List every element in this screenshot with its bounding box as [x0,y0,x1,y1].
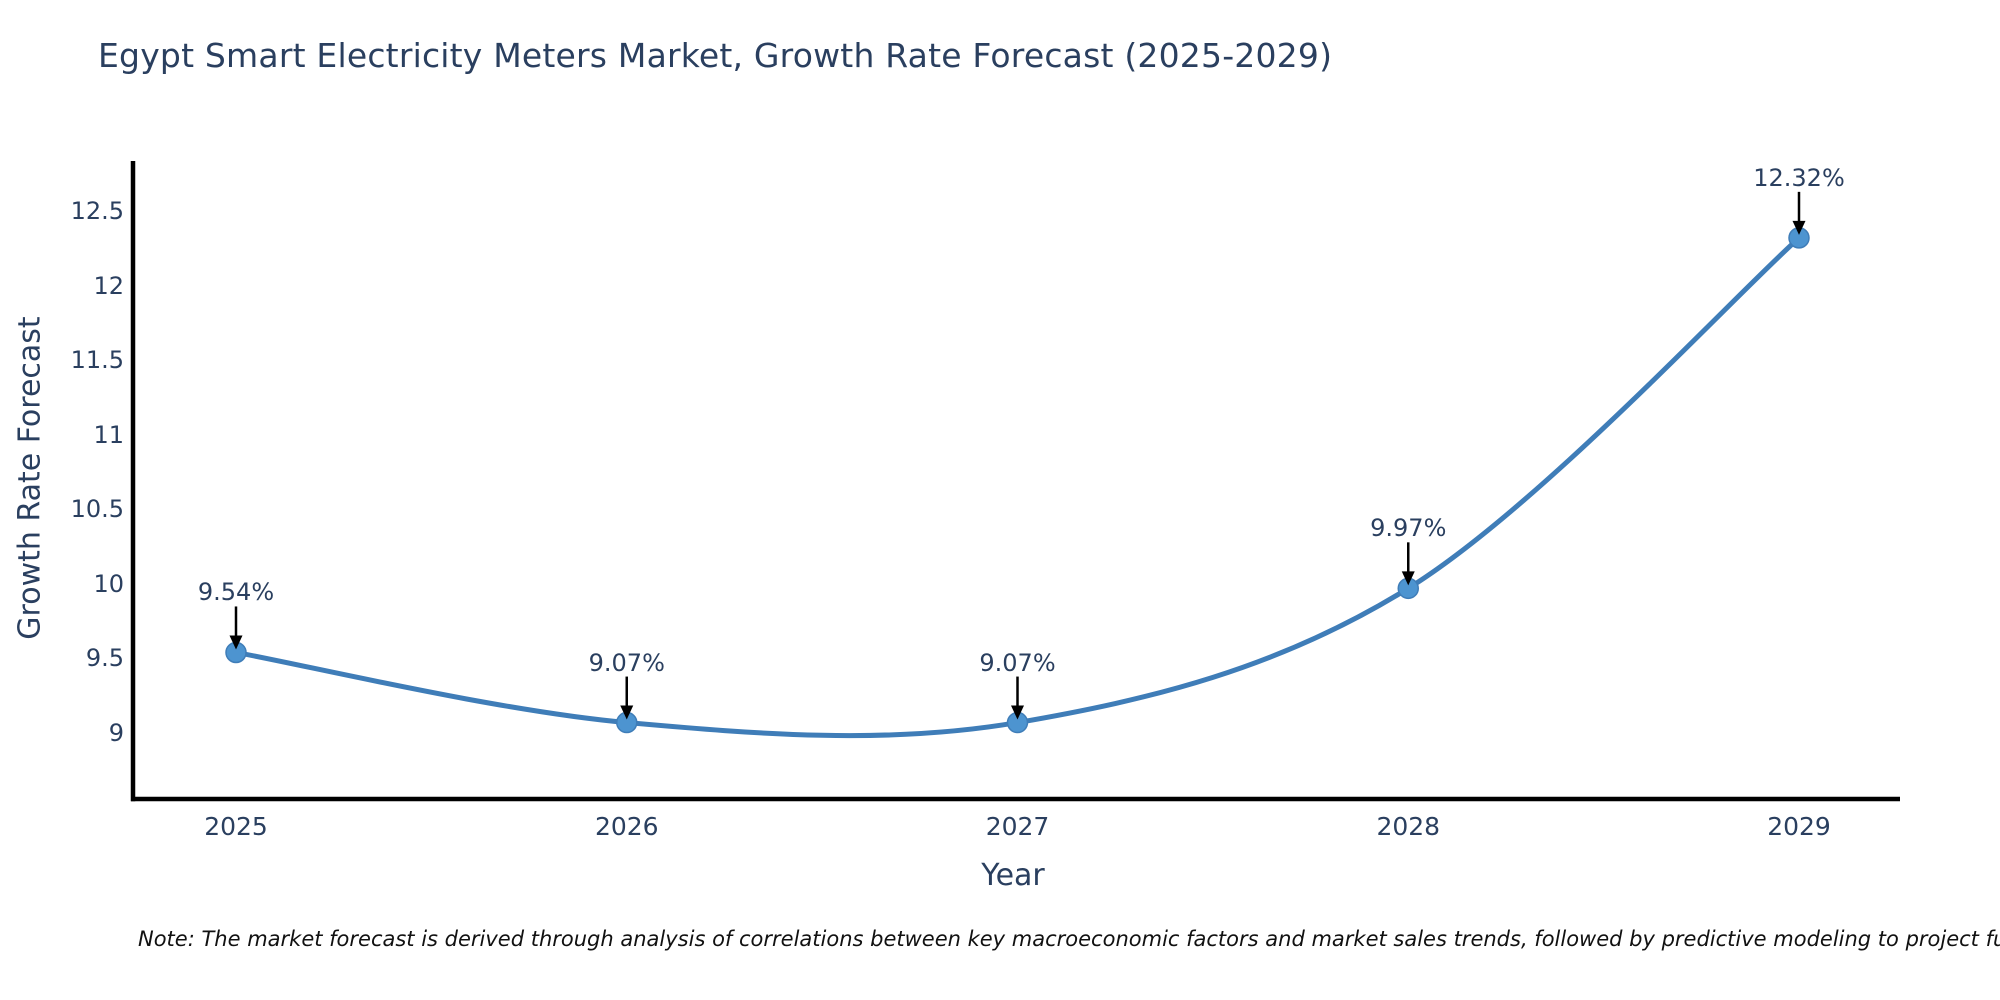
chart-title: Egypt Smart Electricity Meters Market, G… [98,36,1333,75]
trend-line [233,235,1802,739]
point-label: 9.07% [979,648,1056,677]
annotation-arrow-head [1792,220,1806,235]
x-tick-label: 2028 [1376,812,1441,841]
y-tick-label: 12 [93,271,124,300]
annotation-arrow-head [229,635,243,650]
y-tick-label: 11 [93,420,124,449]
point-label: 9.54% [197,578,275,607]
annotation-arrow-head [1011,705,1024,720]
x-axis-title: Year [981,858,1045,893]
x-tick-label: 2026 [594,812,659,841]
point-label: 12.32% [1753,163,1845,192]
y-tick-label: 10 [93,569,124,598]
annotation-arrow-head [1401,571,1415,586]
point-label: 9.07% [588,648,665,677]
y-tick-label: 12.5 [70,197,124,225]
annotation-arrow-head [620,705,634,720]
y-tick-label: 9 [108,719,124,747]
x-tick-label: 2027 [985,812,1050,841]
x-tick-label: 2029 [1767,812,1831,841]
footnote: Note: The market forecast is derived thr… [138,927,2000,951]
y-tick-label: 11.5 [70,346,124,375]
x-tick-label: 2025 [204,812,268,841]
y-tick-label: 9.5 [85,644,124,673]
y-tick-label: 10.5 [70,495,124,524]
point-label: 9.97% [1370,514,1447,543]
